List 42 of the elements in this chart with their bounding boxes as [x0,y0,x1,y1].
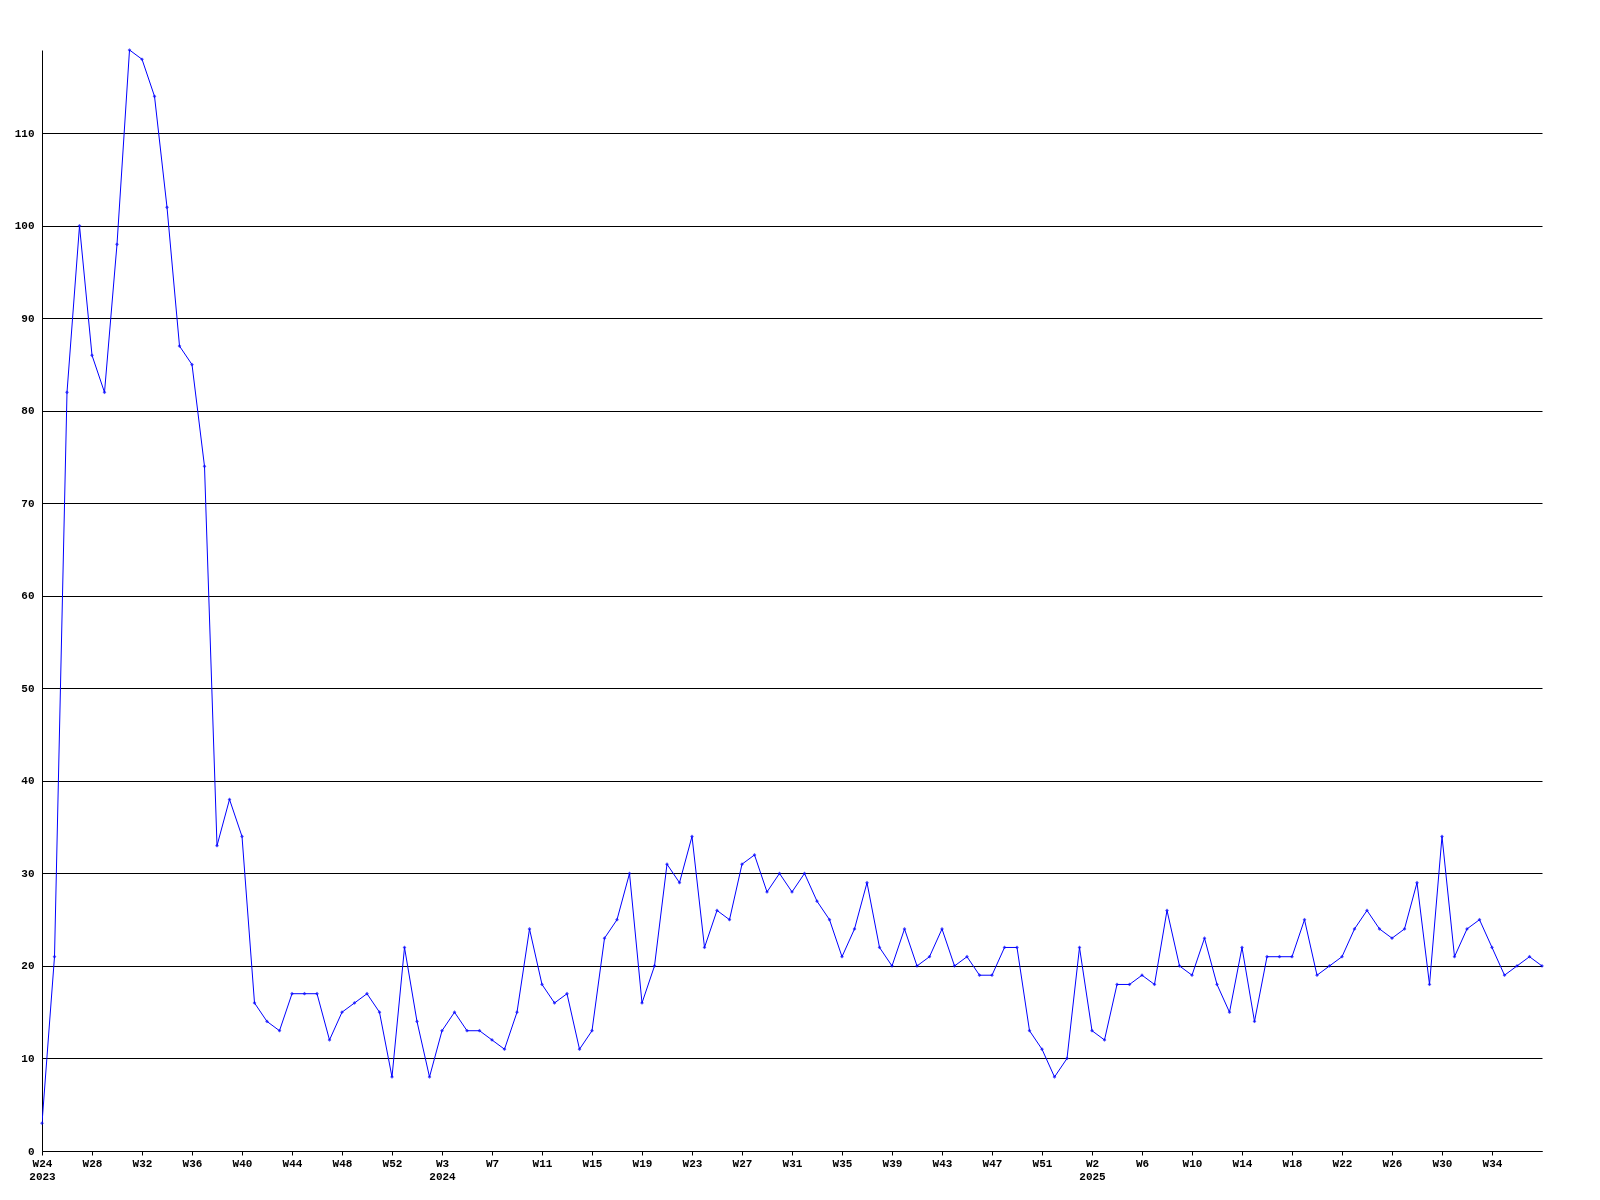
x-tick-label: W26 [1382,1157,1403,1170]
x-tick-label: W39 [882,1157,903,1170]
y-tick-label: 110 [14,127,35,140]
x-tick-label: W35 [832,1157,853,1170]
y-tick-label: 50 [21,682,35,695]
x-tick-label: W51 [1032,1157,1053,1170]
x-tick-label: W3 2024 [429,1157,457,1183]
x-tick-label: W52 [382,1157,403,1170]
x-tick-label: W44 [282,1157,303,1170]
y-tick-label: 40 [21,775,35,788]
y-tick-label: 60 [21,590,35,603]
x-tick-label: W15 [582,1157,603,1170]
x-tick-label: W34 [1482,1157,1503,1170]
y-tick-label: 80 [21,405,35,418]
x-tick-label: W28 [82,1157,103,1170]
x-tick-label: W48 [332,1157,353,1170]
y-tick-label: 70 [21,497,35,510]
x-tick-label: W40 [232,1157,253,1170]
x-tick-label: W22 [1332,1157,1353,1170]
x-tick-label: W32 [132,1157,153,1170]
y-tick-label: 10 [21,1052,35,1065]
x-tick-label: W24 2023 [29,1157,57,1183]
x-tick-label: W36 [182,1157,203,1170]
y-tick-label: 30 [21,867,35,880]
x-tick-label: W14 [1232,1157,1253,1170]
y-tick-label: 0 [27,1145,35,1158]
x-tick-label: W6 [1135,1157,1150,1170]
y-tick-label: 20 [21,960,35,973]
x-tick-label: W43 [932,1157,953,1170]
x-tick-label: W2 2025 [1079,1157,1107,1183]
x-tick-label: W47 [982,1157,1003,1170]
x-tick-label: W27 [732,1157,753,1170]
x-tick-label: W30 [1432,1157,1453,1170]
x-tick-label: W7 [485,1157,500,1170]
y-tick-label: 100 [14,220,35,233]
y-tick-label: 90 [21,312,35,325]
x-tick-label: W18 [1282,1157,1303,1170]
x-tick-label: W23 [682,1157,703,1170]
x-tick-label: W10 [1182,1157,1203,1170]
x-tick-label: W11 [532,1157,553,1170]
x-tick-label: W19 [632,1157,653,1170]
x-tick-label: W31 [782,1157,803,1170]
